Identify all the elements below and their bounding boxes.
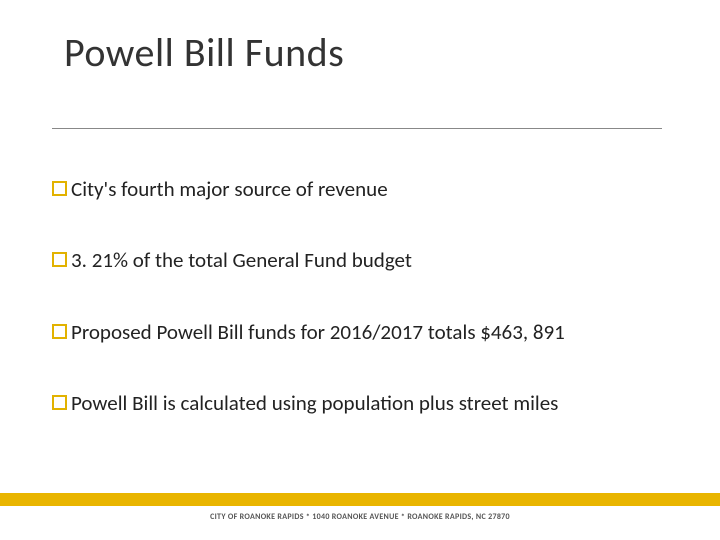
square-bullet-icon [52, 395, 67, 410]
footer-text: CITY OF ROANOKE RAPIDS * 1040 ROANOKE AV… [0, 512, 720, 522]
square-bullet-icon [52, 181, 67, 196]
list-item: Proposed Powell Bill funds for 2016/2017… [52, 319, 672, 346]
square-bullet-icon [52, 252, 67, 267]
bullet-text: City's fourth major source of revenue [71, 176, 388, 203]
slide-title: Powell Bill Funds [64, 28, 344, 77]
list-item: 3. 21% of the total General Fund budget [52, 247, 672, 274]
slide: Powell Bill Funds City's fourth major so… [0, 0, 720, 540]
square-bullet-icon [52, 324, 67, 339]
bullet-text: 3. 21% of the total General Fund budget [71, 247, 412, 274]
list-item: City's fourth major source of revenue [52, 176, 672, 203]
footer-accent-bar [0, 493, 720, 506]
bullet-list: City's fourth major source of revenue 3.… [52, 176, 672, 461]
title-divider [52, 128, 662, 129]
bullet-text: Powell Bill is calculated using populati… [71, 390, 558, 417]
bullet-text: Proposed Powell Bill funds for 2016/2017… [71, 319, 565, 346]
list-item: Powell Bill is calculated using populati… [52, 390, 672, 417]
